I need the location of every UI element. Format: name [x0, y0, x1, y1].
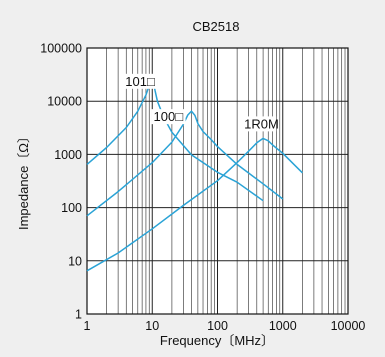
x-tick-label: 10000 [331, 319, 366, 333]
chart-title: CB2518 [193, 19, 240, 34]
y-tick-label: 1 [75, 308, 82, 322]
series-line [86, 75, 264, 202]
series-label: 101□ [125, 74, 155, 89]
y-tick-label: 10000 [47, 95, 82, 109]
series-line [86, 110, 284, 217]
y-tick-label: 1000 [54, 148, 82, 162]
series-line [86, 137, 303, 272]
x-tick-label: 1 [84, 319, 91, 333]
curves [86, 75, 303, 272]
grid [86, 48, 348, 315]
x-tick-label: 100 [207, 319, 228, 333]
series-label-background [123, 73, 158, 89]
x-tick-label: 1000 [269, 319, 297, 333]
curve-labels: 101□ 100□ 1R0M [123, 73, 279, 132]
y-tick-label: 100000 [40, 42, 82, 56]
plot-border [86, 47, 349, 315]
y-tick-label: 100 [61, 201, 82, 215]
tick-labels: 1 10 100 1000 10000 1 10 100 1000 10000 100000 [40, 42, 365, 334]
y-axis-title: Impedance〔Ω〕 [16, 130, 31, 230]
y-tick-label: 10 [68, 254, 82, 268]
x-tick-label: 10 [145, 319, 159, 333]
series-label-background [242, 116, 277, 132]
series-label: 100□ [154, 109, 184, 124]
series-label-background [151, 109, 186, 125]
series-label: 1R0M [244, 116, 279, 131]
x-axis-title: Frequency〔MHz〕 [160, 333, 274, 348]
